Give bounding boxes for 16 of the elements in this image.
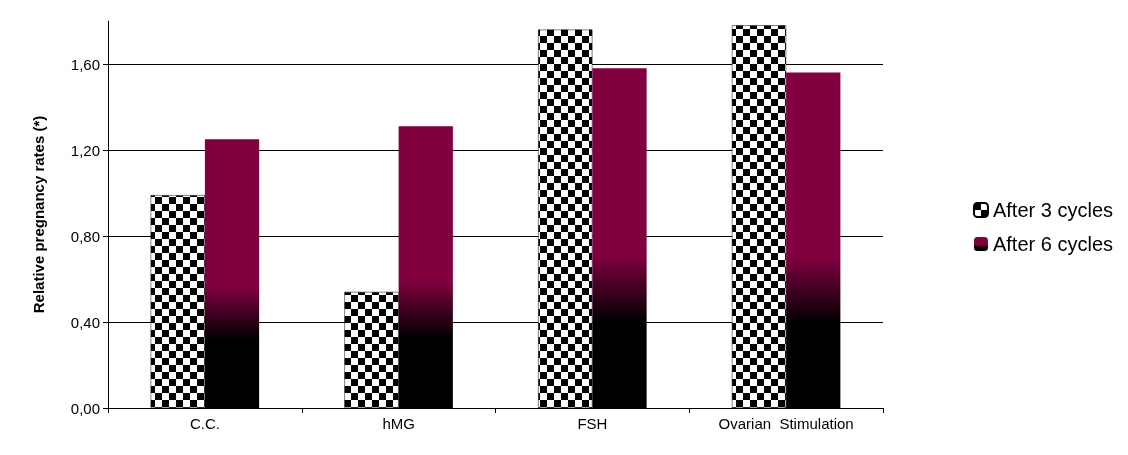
- y-tick-label: 1,20: [70, 141, 100, 159]
- legend-label: After 6 cycles: [992, 233, 1114, 255]
- x-tick-label: hMG: [382, 415, 415, 432]
- x-tick-label: FSH: [577, 415, 608, 432]
- bar: [398, 126, 453, 408]
- y-tick-label: 0,40: [70, 313, 100, 331]
- y-tick-label: 0,80: [70, 227, 100, 245]
- y-tick-label: 0,00: [70, 399, 100, 417]
- bar: [786, 72, 841, 408]
- y-tick-label: 1,60: [70, 55, 100, 73]
- y-axis-title: Relative pregnancy rates (*): [30, 115, 47, 314]
- bar: [204, 139, 260, 408]
- legend-label: After 3 cycles: [992, 199, 1114, 221]
- bar: [592, 68, 647, 408]
- x-tick-label: C.C.: [189, 415, 220, 432]
- x-tick-label: Ovarian Stimulation: [718, 415, 854, 432]
